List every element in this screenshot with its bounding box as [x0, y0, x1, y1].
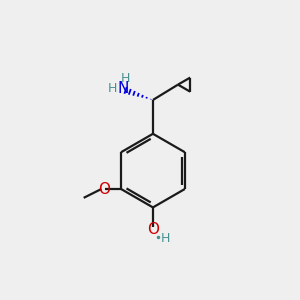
Text: H: H: [108, 82, 117, 95]
Text: H: H: [121, 72, 130, 85]
Text: O: O: [98, 182, 110, 196]
Text: N: N: [117, 81, 129, 96]
Text: O: O: [147, 222, 159, 237]
Text: H: H: [160, 232, 170, 245]
